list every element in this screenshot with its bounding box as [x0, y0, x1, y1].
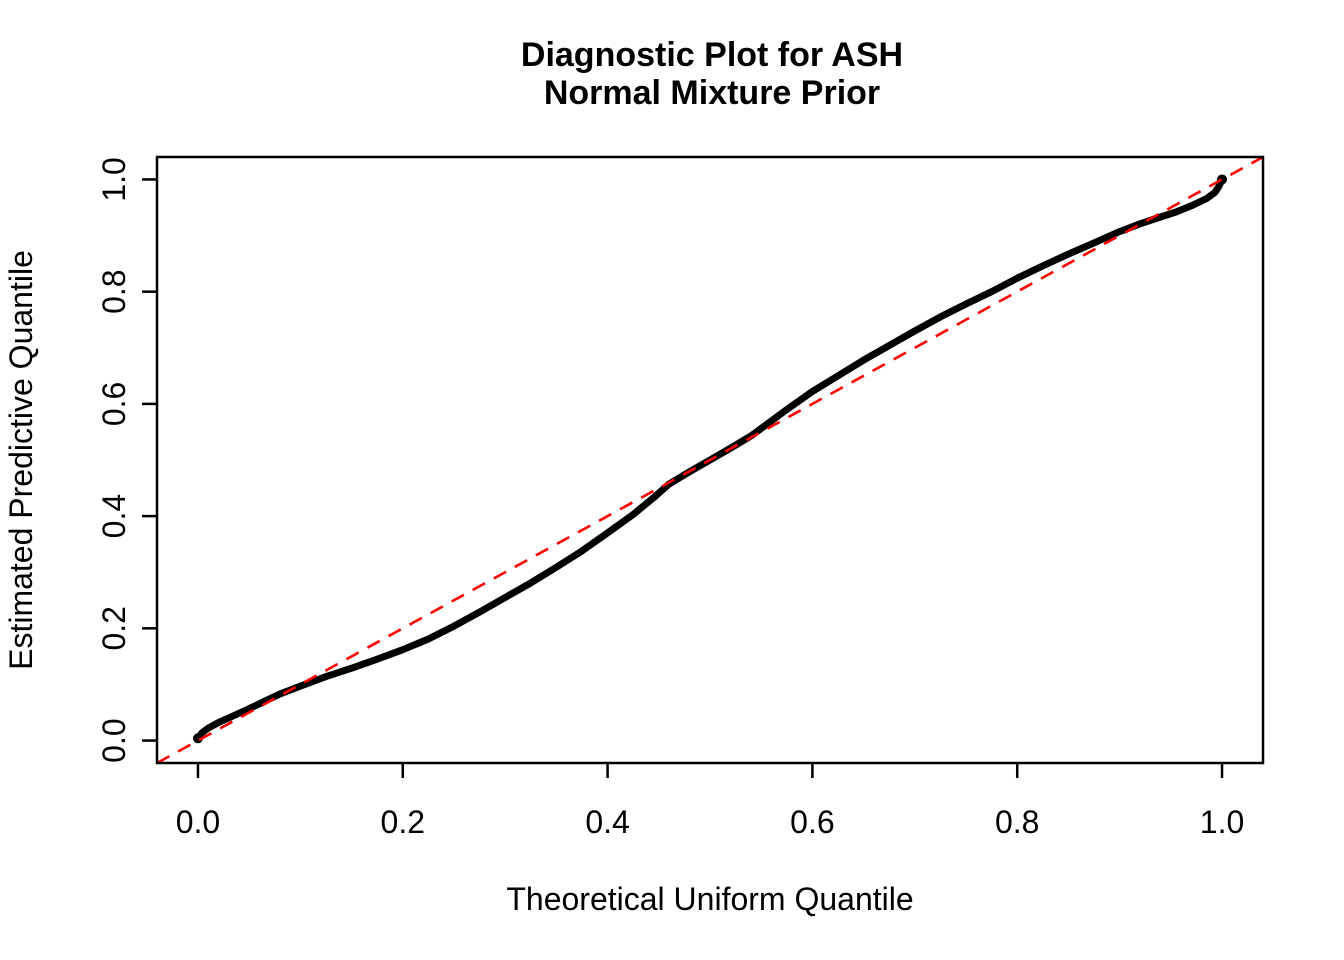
chart-title-line-1: Diagnostic Plot for ASH [521, 36, 903, 74]
y-tick-label: 0.6 [96, 382, 132, 426]
y-tick-label: 0.2 [96, 606, 132, 650]
y-axis-title: Estimated Predictive Quantile [3, 250, 39, 670]
y-tick-label: 0.8 [96, 269, 132, 313]
x-axis-title: Theoretical Uniform Quantile [506, 881, 913, 917]
x-tick-label: 1.0 [1200, 804, 1244, 840]
x-tick-label: 0.6 [790, 804, 834, 840]
diagonal-reference-line [156, 155, 1264, 765]
y-tick-label: 0.4 [96, 494, 132, 538]
plot-frame [155, 155, 1265, 765]
plot-generated-layer: 0.0 0.2 0.4 0.6 0.8 1.0 0.0 0.2 0.4 0.6 0.8 1.0 [96, 155, 1265, 840]
y-tick-label: 1.0 [96, 157, 132, 201]
y-tick-label: 0.0 [96, 718, 132, 762]
x-tick-label: 0.0 [176, 804, 220, 840]
x-tick-label: 0.8 [995, 804, 1039, 840]
chart-title-line-2: Normal Mixture Prior [544, 74, 880, 112]
x-tick-label: 0.2 [381, 804, 425, 840]
x-tick-label: 0.4 [585, 804, 629, 840]
curve-start-dot [192, 733, 203, 744]
